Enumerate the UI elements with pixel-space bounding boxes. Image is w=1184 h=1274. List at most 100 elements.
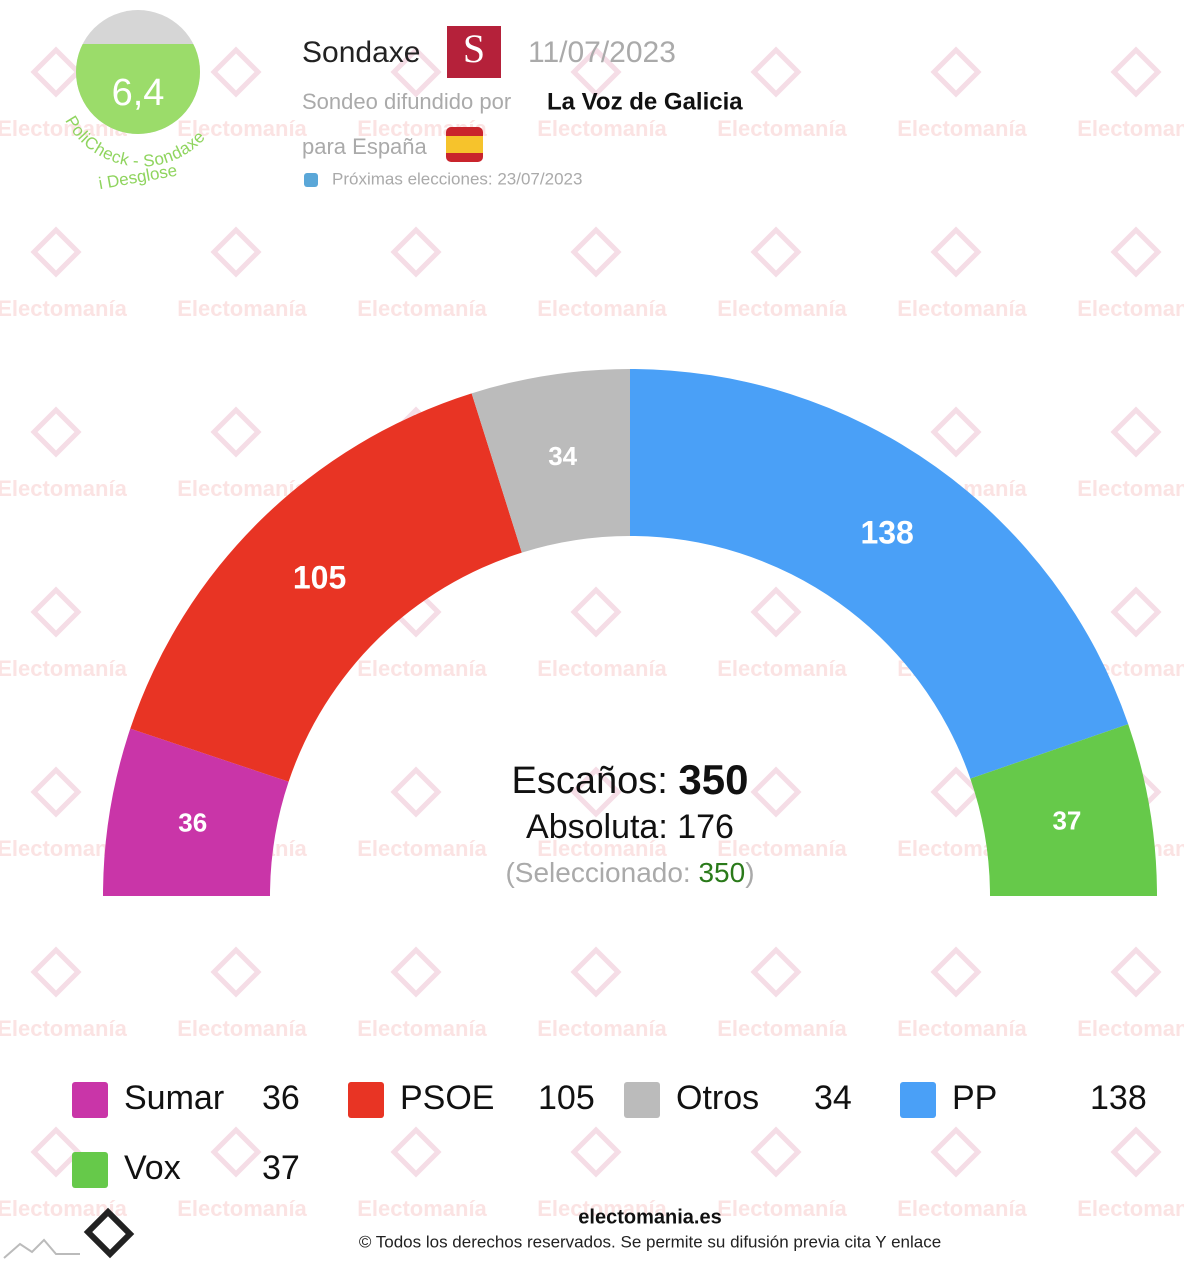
score: 6,4: [112, 72, 165, 114]
seat-segment[interactable]: [970, 724, 1157, 896]
watermark-icon: [210, 406, 262, 458]
watermark-icon: [30, 46, 82, 98]
seat-segment[interactable]: [103, 728, 289, 896]
watermark-icon: [390, 766, 442, 818]
seat-segment[interactable]: [471, 369, 630, 553]
legend-item[interactable]: Vox 37: [72, 1149, 300, 1188]
watermark-icon: [570, 766, 622, 818]
watermark-icon: [390, 946, 442, 998]
selected-label: (Seleccionado:: [505, 857, 690, 888]
seats-label: Escaños:: [512, 760, 668, 802]
watermark-icon: [1110, 226, 1162, 278]
flag: [446, 127, 483, 162]
watermark-icon: [750, 946, 802, 998]
watermark-text: Electomanía: [1077, 116, 1184, 141]
watermark-text: Electomanía: [1077, 1016, 1184, 1041]
watermark-icon: [1110, 946, 1162, 998]
watermark-text: Electomanía: [717, 296, 847, 321]
date: 11/07/2023: [528, 36, 676, 69]
legend-value: 34: [814, 1079, 852, 1117]
majority-label: Absoluta:: [526, 808, 668, 846]
selected: 350: [698, 857, 745, 888]
watermark-text: Electomanía: [897, 116, 1027, 141]
watermark-text: Electomanía: [537, 116, 667, 141]
watermark-icon: [390, 46, 442, 98]
seat-label: 138: [860, 515, 913, 551]
watermark-text: Electomanía: [717, 836, 847, 861]
legend-item[interactable]: Sumar 36: [72, 1079, 300, 1118]
legend-name: Otros: [676, 1079, 759, 1117]
score-badge[interactable]: 6,4 PoliCheck - Sondaxe i Desglose: [61, 10, 209, 193]
watermark-text: Electomanía: [537, 1016, 667, 1041]
watermark-icon: [930, 1126, 982, 1178]
footer-site[interactable]: electomania.es: [578, 1206, 721, 1228]
publisher[interactable]: La Voz de Galicia: [547, 88, 743, 115]
watermark-icon: [570, 226, 622, 278]
watermark-icon: [30, 946, 82, 998]
legend-item[interactable]: Otros 34: [624, 1079, 852, 1118]
watermark-text: Electomanía: [537, 1196, 667, 1221]
watermark-icon: [750, 226, 802, 278]
legend-item[interactable]: PSOE 105: [348, 1079, 595, 1118]
pollster-logo: [447, 26, 501, 78]
watermark-text: Electomanía: [537, 836, 667, 861]
watermark-text: Electomanía: [357, 1196, 487, 1221]
watermark-icon: [30, 766, 82, 818]
watermark-icon: [30, 1126, 82, 1178]
watermark-text: Electomanía: [1077, 1196, 1184, 1221]
watermark-icon: [210, 946, 262, 998]
watermark-icon: [210, 46, 262, 98]
selected-line: (Seleccionado: 350): [505, 857, 754, 888]
seat-label: 105: [293, 559, 346, 595]
ballot-icon: [304, 173, 318, 187]
legend-value: 37: [262, 1149, 300, 1187]
watermark-icon: [390, 1126, 442, 1178]
watermark-text: Electomanía: [717, 1196, 847, 1221]
watermark-text: Electomanía: [537, 656, 667, 681]
watermark-icon: [750, 586, 802, 638]
seat-label: 37: [1052, 806, 1081, 836]
seat-segment[interactable]: [630, 369, 1129, 779]
footer-copyright: © Todos los derechos reservados. Se perm…: [359, 1232, 941, 1251]
watermark-text: Electomanía: [717, 656, 847, 681]
watermark-text: Electomanía: [177, 476, 307, 501]
legend-icon: [72, 1152, 108, 1188]
watermark-text: Electomanía: [897, 296, 1027, 321]
published-label: Sondeo difundido por: [302, 89, 511, 114]
watermark-icon: [930, 946, 982, 998]
seats-line: Escaños: 350: [512, 756, 749, 803]
next-elections: Próximas elecciones: 23/07/2023: [332, 169, 582, 188]
legend-value: 36: [262, 1079, 300, 1117]
legend-name: PSOE: [400, 1079, 494, 1117]
legend-value: 105: [538, 1079, 595, 1117]
hemicycle: 36 105 34 138 37: [103, 369, 1157, 896]
watermark-icon: [930, 46, 982, 98]
legend-icon: [72, 1082, 108, 1118]
seats-total: 350: [678, 756, 748, 803]
watermark-icon: [1110, 586, 1162, 638]
watermark-icon: [1110, 46, 1162, 98]
watermark-icon: [930, 226, 982, 278]
watermark-text: Electomanía: [177, 1196, 307, 1221]
legend-icon: [348, 1082, 384, 1118]
watermark-text: Electomanía: [717, 1016, 847, 1041]
watermark-icon: [750, 46, 802, 98]
watermark-icon: [210, 1126, 262, 1178]
seat-label: 36: [178, 808, 207, 838]
legend: Sumar 36 PSOE 105 Otros 34 PP 138 Vox 37: [72, 1079, 1147, 1188]
legend-item[interactable]: PP 138: [900, 1079, 1147, 1118]
watermark-text: Electomanía: [177, 116, 307, 141]
legend-icon: [624, 1082, 660, 1118]
legend-name: Vox: [124, 1149, 181, 1187]
watermark-icon: [30, 406, 82, 458]
watermark-text: Electomanía: [0, 656, 128, 681]
watermark-text: Electomanía: [537, 296, 667, 321]
region: para España: [302, 134, 428, 159]
watermark-icon: [750, 766, 802, 818]
majority: 176: [677, 808, 734, 846]
watermark-text: Electomanía: [357, 836, 487, 861]
watermark-icon: [1110, 1126, 1162, 1178]
seat-segment[interactable]: [130, 393, 522, 782]
majority-line: Absoluta: 176: [526, 808, 734, 846]
